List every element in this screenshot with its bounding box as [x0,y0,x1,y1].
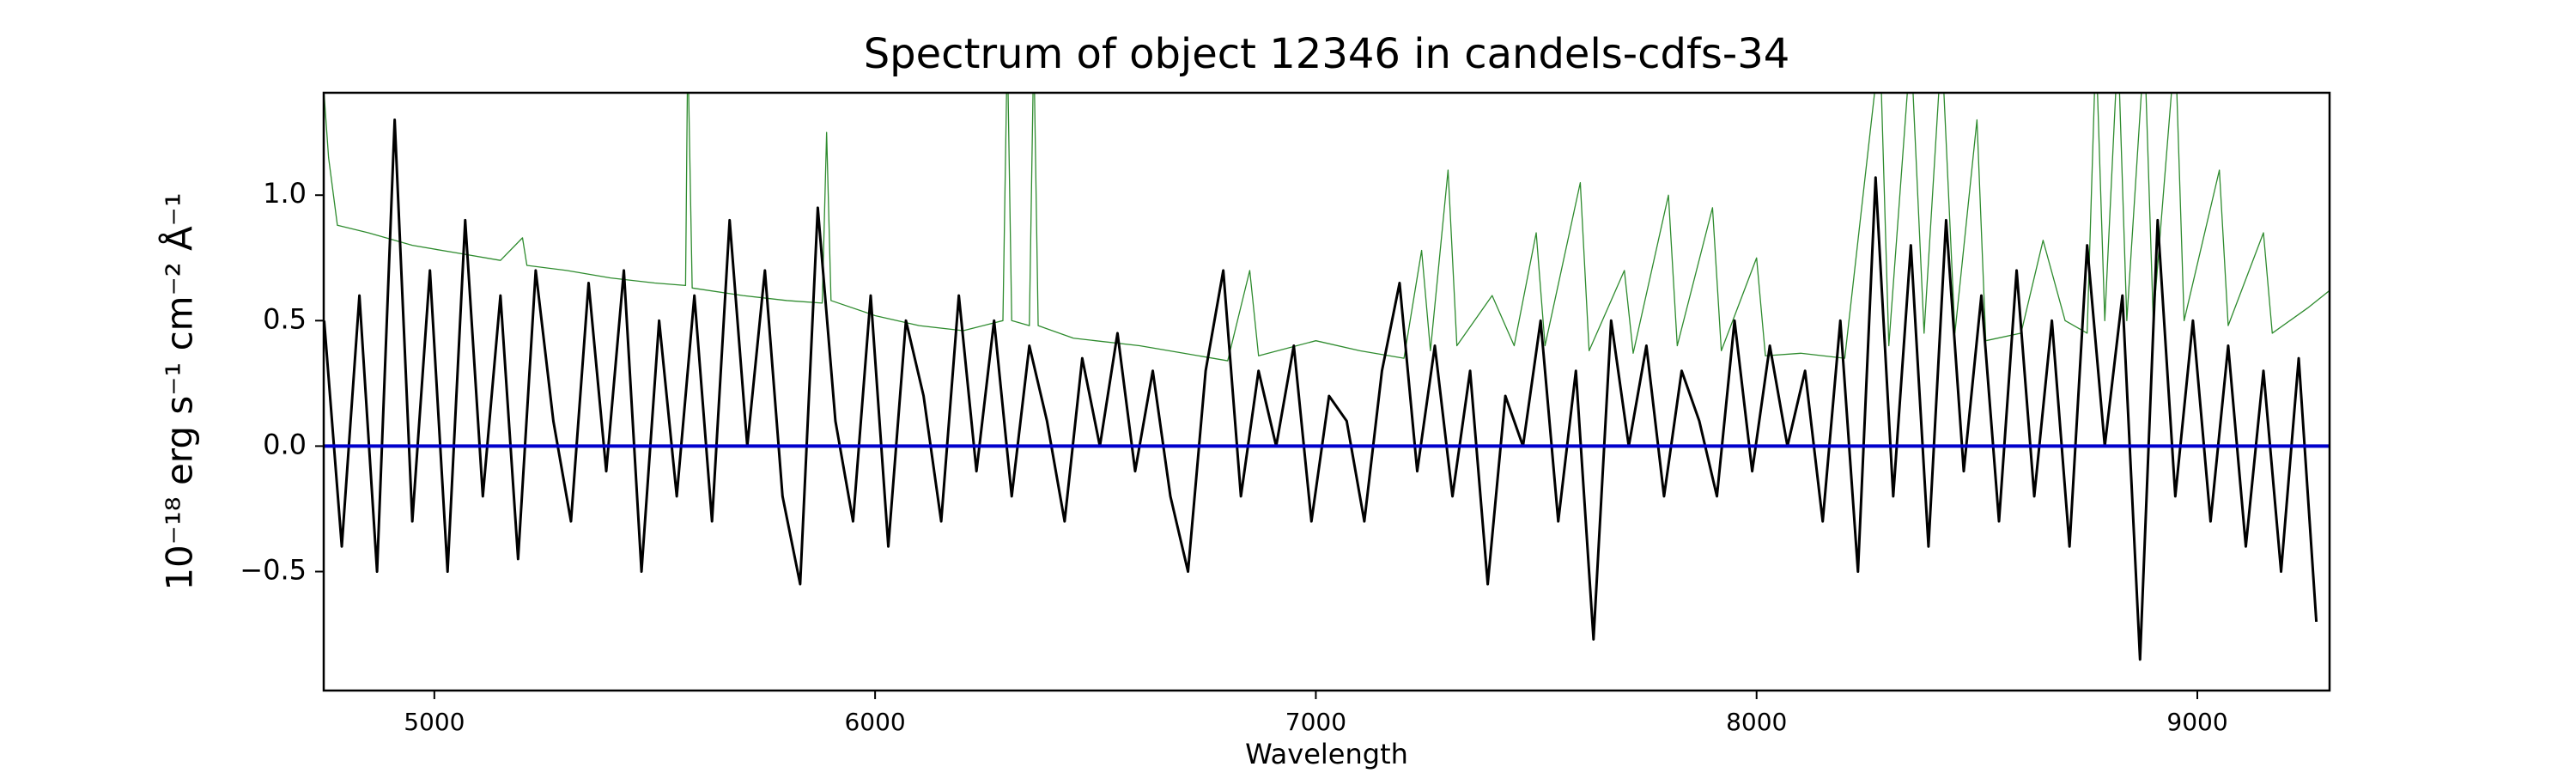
spectrum-line [324,119,2318,661]
x-tick-label: 8000 [1726,708,1787,736]
x-tick-label: 6000 [844,708,905,736]
y-tick-label: 0.0 [263,428,307,460]
spectrum-line [324,93,2330,362]
x-axis-label: Wavelength [1245,738,1408,770]
x-tick-label: 9000 [2166,708,2227,736]
y-axis-label: 10⁻¹⁸ erg s⁻¹ cm⁻² Å⁻¹ [158,192,201,590]
x-tick-label: 5000 [404,708,465,736]
plot-frame [322,91,2331,692]
x-tick-label: 7000 [1285,708,1346,736]
y-tick-label: −0.5 [240,554,307,587]
y-tick-label: 1.0 [263,177,307,210]
plot-lines [324,93,2330,661]
chart-title: Spectrum of object 12346 in candels-cdfs… [864,30,1790,78]
y-tick-label: 0.5 [263,302,307,335]
